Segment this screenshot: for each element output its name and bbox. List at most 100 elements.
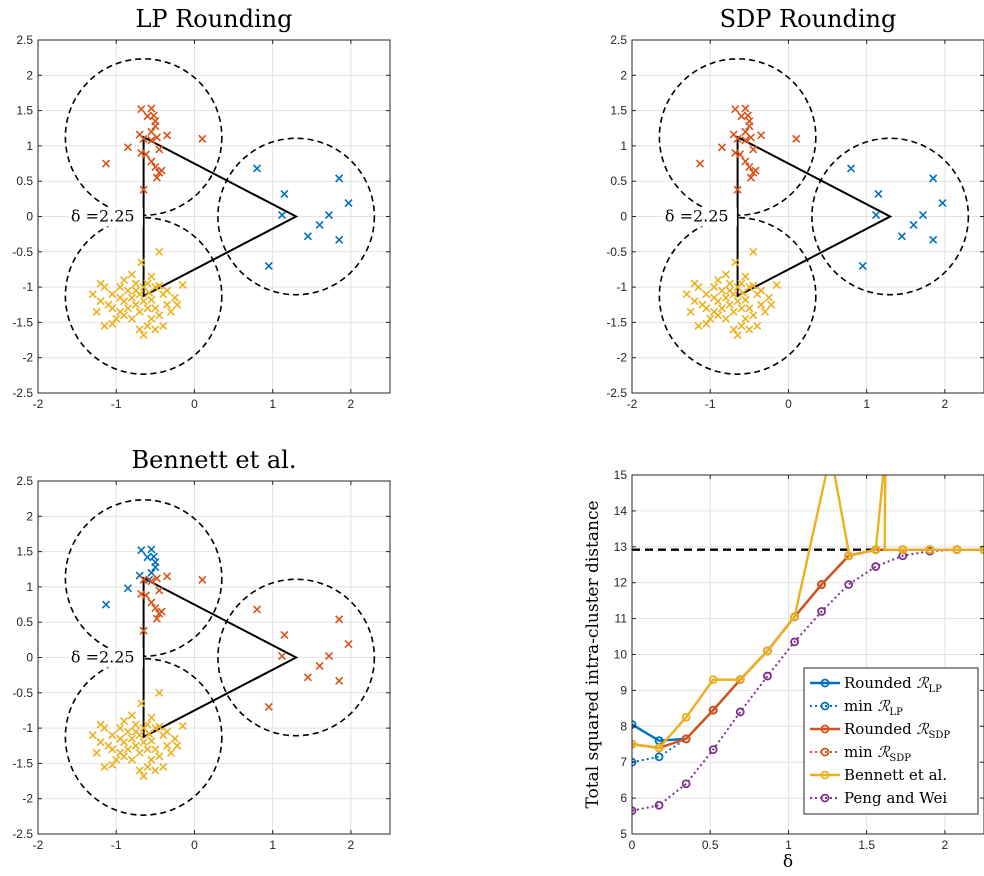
y-tick-label: -1 bbox=[22, 280, 33, 294]
data-point-cross bbox=[139, 134, 148, 143]
data-point-cross bbox=[846, 164, 856, 173]
y-tick-label: 2.5 bbox=[16, 33, 33, 47]
data-point-cross bbox=[159, 762, 168, 771]
data-point-cross bbox=[147, 545, 156, 554]
data-point-cross bbox=[743, 111, 752, 120]
data-point-cross bbox=[725, 300, 734, 309]
legend-marker bbox=[820, 793, 830, 803]
data-point-cross bbox=[737, 321, 746, 330]
data-point-cross bbox=[123, 745, 133, 754]
y-tick-label: 5 bbox=[620, 827, 627, 841]
data-point-cross bbox=[119, 716, 129, 726]
data-point-cross bbox=[137, 258, 146, 267]
data-point-cross bbox=[152, 574, 161, 583]
x-tick-label: 0 bbox=[785, 397, 792, 411]
data-point-cross bbox=[101, 600, 111, 609]
data-point-cross bbox=[88, 290, 97, 299]
y-tick-label: -2.5 bbox=[12, 386, 33, 400]
series-marker bbox=[952, 545, 962, 555]
data-point-cross bbox=[792, 134, 801, 143]
legend-math-symbol: ℛ bbox=[917, 674, 930, 692]
data-point-cross bbox=[147, 713, 156, 722]
data-point-cross bbox=[123, 584, 133, 593]
series-marker bbox=[871, 545, 881, 555]
data-point-cross bbox=[725, 286, 734, 295]
data-point-cross bbox=[151, 163, 160, 172]
data-point-cross bbox=[92, 748, 101, 757]
data-point-cross bbox=[745, 325, 754, 334]
y-tick-label: -2.5 bbox=[12, 827, 33, 841]
data-point-cross bbox=[166, 307, 176, 316]
x-tick-label: -1 bbox=[705, 397, 716, 411]
data-point-cross bbox=[139, 575, 148, 584]
data-point-cross bbox=[335, 615, 344, 624]
data-point-cross bbox=[757, 300, 766, 309]
legend-marker bbox=[820, 724, 830, 734]
delta-annotation: δ =2.25 bbox=[665, 207, 729, 226]
x-tick-label: 0 bbox=[629, 838, 636, 852]
legend-math-subscript: LP bbox=[928, 684, 942, 695]
data-point-cross bbox=[721, 293, 730, 302]
legend-entry-name: Bennett et al. bbox=[844, 766, 947, 784]
data-point-cross bbox=[159, 290, 168, 299]
data-point-cross bbox=[147, 736, 156, 745]
data-point-cross bbox=[335, 174, 344, 183]
data-point-cross bbox=[159, 731, 168, 740]
data-point-cross bbox=[123, 304, 133, 313]
data-point-cross bbox=[324, 211, 334, 220]
series-marker bbox=[632, 806, 637, 816]
data-point-cross bbox=[745, 122, 754, 131]
data-point-cross bbox=[155, 281, 164, 290]
data-point-cross bbox=[733, 185, 742, 194]
data-point-cross bbox=[739, 288, 748, 297]
series-marker bbox=[790, 612, 799, 622]
data-point-cross bbox=[119, 275, 129, 285]
y-tick-label: 8 bbox=[620, 719, 627, 733]
data-point-cross bbox=[733, 134, 742, 143]
data-point-cross bbox=[733, 331, 742, 340]
data-point-cross bbox=[729, 325, 738, 334]
data-point-cross bbox=[280, 189, 289, 198]
x-tick-label: -2 bbox=[33, 397, 44, 411]
legend-entry-5: Peng and Wei bbox=[844, 789, 947, 807]
annotation-bg bbox=[68, 207, 143, 227]
data-point-cross bbox=[123, 286, 133, 295]
annotation-bg bbox=[68, 648, 143, 668]
y-tick-label: 0.5 bbox=[610, 174, 627, 188]
y-tick-label: 10 bbox=[614, 648, 628, 662]
data-point-cross bbox=[767, 300, 776, 309]
series-marker bbox=[817, 607, 827, 616]
y-tick-label: 7 bbox=[620, 755, 627, 769]
y-tick-label: 12 bbox=[614, 576, 628, 590]
cluster-circle bbox=[811, 137, 970, 296]
data-point-cross bbox=[151, 766, 160, 775]
data-point-cross bbox=[163, 300, 172, 309]
data-point-cross bbox=[135, 325, 144, 334]
data-point-cross bbox=[116, 283, 125, 292]
data-point-cross bbox=[874, 189, 883, 198]
y-tick-label: 6 bbox=[620, 791, 627, 805]
y-tick-label: 9 bbox=[620, 683, 627, 697]
x-tick-label: 0 bbox=[191, 838, 198, 852]
data-point-cross bbox=[731, 258, 740, 267]
data-point-cross bbox=[155, 247, 164, 256]
delta-annotation: δ =2.25 bbox=[71, 207, 135, 226]
y-tick-label: -2 bbox=[22, 351, 33, 365]
data-point-cross bbox=[108, 760, 117, 769]
data-point-cross bbox=[741, 136, 750, 145]
cluster-circle bbox=[658, 216, 817, 375]
data-point-cross bbox=[741, 157, 750, 166]
legend-math-symbol: ℛ bbox=[877, 697, 890, 715]
data-point-cross bbox=[725, 279, 734, 288]
legend-entry-name: Rounded bbox=[844, 720, 917, 738]
x-tick-label: 1 bbox=[863, 397, 870, 411]
data-point-cross bbox=[116, 293, 125, 302]
data-point-cross bbox=[151, 604, 160, 613]
data-point-cross bbox=[702, 304, 711, 313]
data-point-cross bbox=[280, 630, 289, 639]
data-point-cross bbox=[733, 297, 742, 306]
data-point-cross bbox=[96, 738, 105, 747]
y-tick-label: 13 bbox=[614, 540, 628, 554]
y-tick-label: -0.5 bbox=[12, 245, 33, 259]
data-point-cross bbox=[131, 720, 140, 729]
